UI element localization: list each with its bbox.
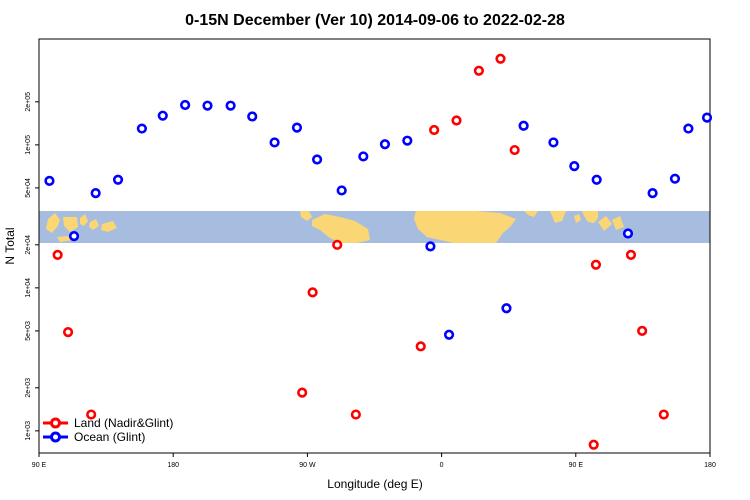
land-point <box>495 53 506 64</box>
land-borneo <box>63 217 78 232</box>
x-tick-label: 0 <box>440 462 444 469</box>
ocean-point <box>701 112 713 123</box>
x-tick-label: 180 <box>704 462 716 469</box>
ocean-point <box>336 185 347 196</box>
ocean-point <box>269 137 280 148</box>
ocean-point <box>180 99 191 111</box>
ocean-point <box>379 139 391 150</box>
land-point <box>451 115 462 126</box>
ocean-point <box>90 187 101 199</box>
ocean-point <box>425 241 436 252</box>
ocean-band <box>39 211 710 243</box>
land-sri-lanka <box>574 214 581 223</box>
land-point <box>637 325 648 337</box>
ocean-point <box>591 174 602 185</box>
ocean-point <box>518 120 529 131</box>
legend: Land (Nadir&Glint) Ocean (Glint) <box>43 416 173 444</box>
land-point <box>52 249 63 261</box>
land-sulawesi <box>80 214 88 226</box>
legend-land-label: Land (Nadir&Glint) <box>74 416 173 430</box>
land-new-guinea <box>101 221 117 232</box>
land-point <box>332 239 343 250</box>
legend-land-marker <box>50 417 61 429</box>
ocean-point <box>443 329 455 340</box>
series-ocean <box>44 99 713 340</box>
land-point <box>590 259 602 270</box>
y-axis-label: N Total <box>3 227 17 264</box>
ocean-point <box>402 135 413 146</box>
x-axis-label: Longitude (deg E) <box>327 477 422 491</box>
land-point <box>588 439 599 450</box>
land-point <box>62 327 74 338</box>
ocean-point <box>569 161 580 172</box>
ocean-point <box>225 100 236 111</box>
series-land <box>52 53 669 450</box>
plot-frame <box>38 38 711 454</box>
y-tick-label: 1e+05 <box>25 135 32 155</box>
x-axis-ticks: 90 E 180 90 W 0 90 E 180 <box>32 453 716 469</box>
x-tick-label: 90 E <box>569 462 584 469</box>
ocean-point <box>44 175 55 186</box>
ocean-point <box>311 154 323 165</box>
land-point <box>509 144 520 156</box>
ocean-point <box>548 137 559 148</box>
ocean-point <box>136 123 147 134</box>
y-tick-label: 2e+03 <box>25 378 32 398</box>
land-point <box>473 65 484 76</box>
land-arabia <box>524 211 538 217</box>
ocean-point <box>683 123 694 134</box>
land-sumatra <box>46 213 60 233</box>
y-tick-label: 1e+03 <box>25 421 32 441</box>
ocean-point <box>622 228 634 239</box>
ocean-point <box>669 173 681 184</box>
land-south-america <box>312 214 370 243</box>
land-java <box>57 236 72 242</box>
y-tick-label: 2e+04 <box>25 235 32 255</box>
x-tick-label: 180 <box>167 462 179 469</box>
map-strip <box>39 211 710 243</box>
ocean-point <box>157 110 168 121</box>
land-philippines <box>612 216 624 230</box>
land-point <box>625 249 637 261</box>
land-point <box>297 387 308 398</box>
y-tick-label: 2e+05 <box>25 92 32 112</box>
legend-ocean-label: Ocean (Glint) <box>74 430 145 444</box>
land-central-america <box>300 211 312 221</box>
ocean-point <box>247 111 258 122</box>
land-point <box>307 287 318 298</box>
chart-title: 0-15N December (Ver 10) 2014-09-06 to 20… <box>185 12 565 29</box>
y-tick-label: 5e+03 <box>25 321 32 341</box>
land-point <box>86 409 97 420</box>
x-tick-label: 90 E <box>32 462 47 469</box>
land-moluccas <box>89 219 99 230</box>
land-point <box>350 409 361 420</box>
ocean-point <box>358 151 369 162</box>
land-point <box>415 341 426 352</box>
ocean-point <box>112 174 124 185</box>
land-indochina <box>582 211 598 223</box>
y-tick-label: 1e+04 <box>25 278 32 298</box>
land-se-asia-east <box>598 216 612 231</box>
ocean-point <box>501 303 512 314</box>
ocean-point <box>202 100 213 111</box>
land-india <box>550 211 566 223</box>
land-point <box>658 409 669 420</box>
y-axis-ticks: 1e+03 2e+03 5e+03 1e+04 2e+04 5e+04 1e+05 2e+05 <box>25 92 39 441</box>
x-tick-label: 90 W <box>299 462 316 469</box>
ocean-point <box>647 187 658 199</box>
ocean-point <box>291 122 303 133</box>
ocean-point <box>68 231 80 242</box>
land-point <box>429 124 440 136</box>
y-tick-label: 5e+04 <box>25 178 32 198</box>
legend-ocean-marker <box>50 431 61 443</box>
land-africa <box>414 211 516 243</box>
